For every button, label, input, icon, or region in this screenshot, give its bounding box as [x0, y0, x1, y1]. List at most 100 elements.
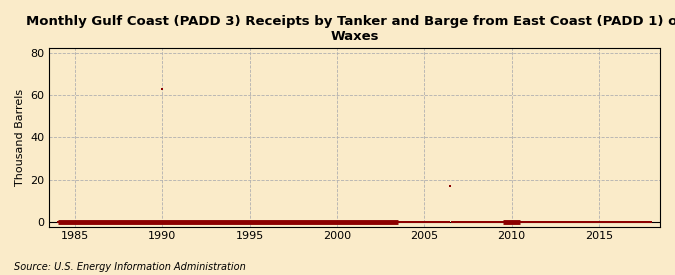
Point — [285, 220, 296, 225]
Point — [586, 220, 597, 225]
Point — [409, 220, 420, 225]
Point — [616, 220, 626, 225]
Point — [389, 220, 400, 225]
Point — [515, 220, 526, 225]
Point — [93, 220, 104, 225]
Point — [95, 220, 105, 225]
Point — [448, 220, 459, 225]
Point — [414, 220, 425, 225]
Point — [202, 220, 213, 225]
Point — [315, 220, 326, 225]
Point — [150, 220, 161, 225]
Point — [135, 220, 146, 225]
Point — [105, 220, 115, 225]
Point — [471, 220, 482, 225]
Point — [278, 220, 289, 225]
Point — [464, 220, 475, 225]
Point — [421, 220, 431, 225]
Point — [112, 220, 123, 225]
Point — [211, 220, 221, 225]
Point — [617, 220, 628, 225]
Point — [497, 220, 508, 225]
Point — [595, 220, 605, 225]
Point — [519, 220, 530, 225]
Point — [634, 220, 645, 225]
Point — [58, 220, 69, 225]
Point — [338, 220, 348, 225]
Point — [477, 220, 488, 225]
Point — [331, 220, 342, 225]
Point — [607, 220, 618, 225]
Point — [467, 220, 478, 225]
Point — [514, 220, 524, 225]
Point — [412, 220, 423, 225]
Point — [496, 220, 507, 225]
Y-axis label: Thousand Barrels: Thousand Barrels — [15, 89, 25, 186]
Point — [173, 220, 184, 225]
Point — [188, 220, 198, 225]
Point — [234, 220, 245, 225]
Point — [295, 220, 306, 225]
Point — [355, 220, 366, 225]
Point — [154, 220, 165, 225]
Point — [110, 220, 121, 225]
Point — [486, 220, 497, 225]
Point — [379, 220, 390, 225]
Point — [349, 220, 360, 225]
Point — [298, 220, 309, 225]
Point — [413, 220, 424, 225]
Point — [230, 220, 240, 225]
Point — [404, 220, 415, 225]
Point — [223, 220, 234, 225]
Point — [551, 220, 562, 225]
Point — [433, 220, 444, 225]
Point — [74, 220, 85, 225]
Point — [582, 220, 593, 225]
Point — [159, 220, 169, 225]
Point — [589, 220, 600, 225]
Point — [339, 220, 350, 225]
Point — [528, 220, 539, 225]
Point — [538, 220, 549, 225]
Point — [288, 220, 299, 225]
Point — [460, 220, 470, 225]
Point — [556, 220, 566, 225]
Point — [61, 220, 72, 225]
Point — [573, 220, 584, 225]
Point — [336, 220, 347, 225]
Point — [67, 220, 78, 225]
Point — [218, 220, 229, 225]
Point — [360, 220, 371, 225]
Point — [259, 220, 269, 225]
Point — [62, 220, 73, 225]
Point — [541, 220, 552, 225]
Point — [443, 220, 454, 225]
Point — [612, 220, 623, 225]
Point — [301, 220, 312, 225]
Point — [385, 220, 396, 225]
Point — [90, 220, 101, 225]
Point — [462, 220, 473, 225]
Point — [524, 220, 535, 225]
Point — [381, 220, 392, 225]
Point — [481, 220, 492, 225]
Point — [77, 220, 88, 225]
Point — [611, 220, 622, 225]
Point — [396, 220, 406, 225]
Point — [247, 220, 258, 225]
Point — [502, 220, 512, 225]
Point — [597, 220, 608, 225]
Point — [317, 220, 328, 225]
Point — [86, 220, 97, 225]
Point — [52, 220, 63, 225]
Point — [282, 220, 293, 225]
Point — [407, 220, 418, 225]
Point — [296, 220, 307, 225]
Point — [164, 220, 175, 225]
Point — [291, 220, 302, 225]
Point — [506, 220, 517, 225]
Point — [138, 220, 149, 225]
Point — [417, 220, 428, 225]
Point — [425, 220, 435, 225]
Point — [518, 220, 529, 225]
